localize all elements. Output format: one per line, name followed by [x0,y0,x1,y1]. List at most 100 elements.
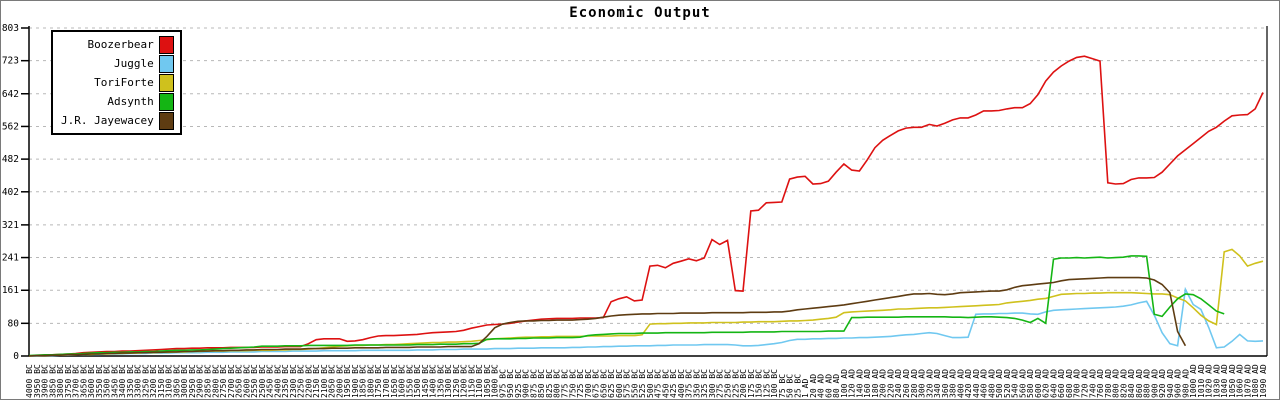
x-axis-label: 75 BC [778,374,787,398]
x-axis-label: 760 AD [1096,369,1105,398]
legend-label: Boozerbear [87,38,154,51]
legend-swatch-boozerbear [158,35,174,54]
x-axis-label: 875 BC [529,369,538,398]
x-axis-label: 2500 BC [258,364,267,398]
x-axis-label: 1040 AD [1220,364,1229,398]
x-axis-label: 2350 BC [281,364,290,398]
x-axis-label: 1010 AD [1197,364,1206,398]
x-axis-label: 3450 BC [110,364,119,398]
y-axis-label: 482 [2,154,19,165]
y-axis-label: 642 [2,89,19,100]
x-axis-label: 200 BC [739,369,748,398]
series-line-adsynth [28,255,1225,357]
x-axis-label: 880 AD [1143,369,1152,398]
x-axis-label: 1750 BC [374,364,383,398]
x-axis-label: 2900 BC [196,364,205,398]
x-axis-label: 1200 BC [460,364,469,398]
x-axis-label: 620 AD [1042,369,1051,398]
x-axis-label: 3700 BC [72,364,81,398]
x-axis-label: 1100 BC [475,364,484,398]
x-axis-label: 975 BC [498,369,507,398]
x-axis-label: 2300 BC [289,364,298,398]
x-axis-label: 800 BC [553,369,562,398]
x-axis-label: 180 AD [871,369,880,398]
x-axis-label: 775 BC [561,369,570,398]
x-axis-label: 1090 AD [1259,364,1268,398]
x-axis-label: 2700 BC [227,364,236,398]
legend-item-boozerbear: Boozerbear [61,35,174,54]
x-axis-label: 150 BC [755,369,764,398]
legend-item-toriforte: ToriForte [61,73,174,92]
x-axis-label: 1450 BC [421,364,430,398]
x-axis-label: 375 BC [685,369,694,398]
legend-label: Adsynth [107,95,154,108]
legend-swatch-j-r-jayewacey [158,111,174,130]
x-axis-label: 3900 BC [41,364,50,398]
x-axis-label: 600 BC [615,369,624,398]
x-axis-label: 1950 BC [343,364,352,398]
x-axis-label: 540 AD [1011,369,1020,398]
x-axis-label: 640 AD [1049,369,1058,398]
x-axis-label: 475 BC [654,369,663,398]
x-axis-label: 275 BC [716,369,725,398]
x-axis-label: 3750 BC [64,364,73,398]
x-axis-label: 380 AD [949,369,958,398]
x-axis-label: 1900 BC [351,364,360,398]
x-axis-label: 325 BC [700,369,709,398]
legend-item-adsynth: Adsynth [61,92,174,111]
x-axis-label: 360 AD [941,369,950,398]
x-axis-label: 500 AD [995,369,1004,398]
x-axis-label: 750 BC [568,369,577,398]
x-axis-label: 660 AD [1057,369,1066,398]
x-axis-label: 1050 AD [1228,364,1237,398]
legend-label: Juggle [113,57,154,70]
series-line-toriforte [28,248,1264,357]
x-axis-label: 2600 BC [242,364,251,398]
x-axis-label: 2550 BC [250,364,259,398]
x-axis-label: 520 AD [1003,369,1012,398]
x-axis-label: 40 AD [817,374,826,398]
chart-title: Economic Output [569,5,711,21]
x-axis-label: 1150 BC [467,364,476,398]
x-axis-label: 25 BC [793,374,802,398]
x-axis-label: 2150 BC [312,364,321,398]
x-axis-label: 220 AD [886,369,895,398]
x-axis-label: 700 AD [1073,369,1082,398]
x-axis-label: 3400 BC [118,364,127,398]
x-axis-label: 3500 BC [103,364,112,398]
x-axis-label: 560 AD [1018,369,1027,398]
x-axis-label: 400 AD [956,369,965,398]
y-axis-label: 161 [2,285,19,296]
y-axis-label: 562 [2,121,19,132]
gridlines [29,27,1267,324]
x-axis-label: 1700 BC [382,364,391,398]
legend-item-juggle: Juggle [61,54,174,73]
x-axis-label: 625 BC [607,369,616,398]
x-axis-label: 925 BC [514,369,523,398]
x-axis-label: 280 AD [910,369,919,398]
x-axis-label: 440 AD [972,369,981,398]
legend: Boozerbear Juggle ToriForte Adsynth J.R. Jay… [51,30,182,135]
x-axis-label: 2450 BC [266,364,275,398]
x-axis-label: 3200 BC [149,364,158,398]
x-axis-label: 840 AD [1127,369,1136,398]
x-axis-label: 1800 BC [366,364,375,398]
x-axis-label: 3650 BC [79,364,88,398]
x-axis-label: 50 BC [786,374,795,398]
x-axis-label: 525 BC [638,369,647,398]
x-axis-label: 120 AD [848,369,857,398]
legend-swatch-juggle [158,54,174,73]
x-axis-label: 450 BC [661,369,670,398]
x-axis-label: 920 AD [1158,369,1167,398]
x-axis-label: 740 AD [1088,369,1097,398]
x-axis-label: 2950 BC [188,364,197,398]
y-axis-label: 402 [2,187,19,198]
x-axis-label: 4000 BC [25,364,34,398]
x-axis-label: 200 AD [879,369,888,398]
x-axis-label: 950 BC [506,369,515,398]
x-axis-label: 125 BC [762,369,771,398]
x-axis-label: 1350 BC [436,364,445,398]
x-axis-label: 2050 BC [328,364,337,398]
